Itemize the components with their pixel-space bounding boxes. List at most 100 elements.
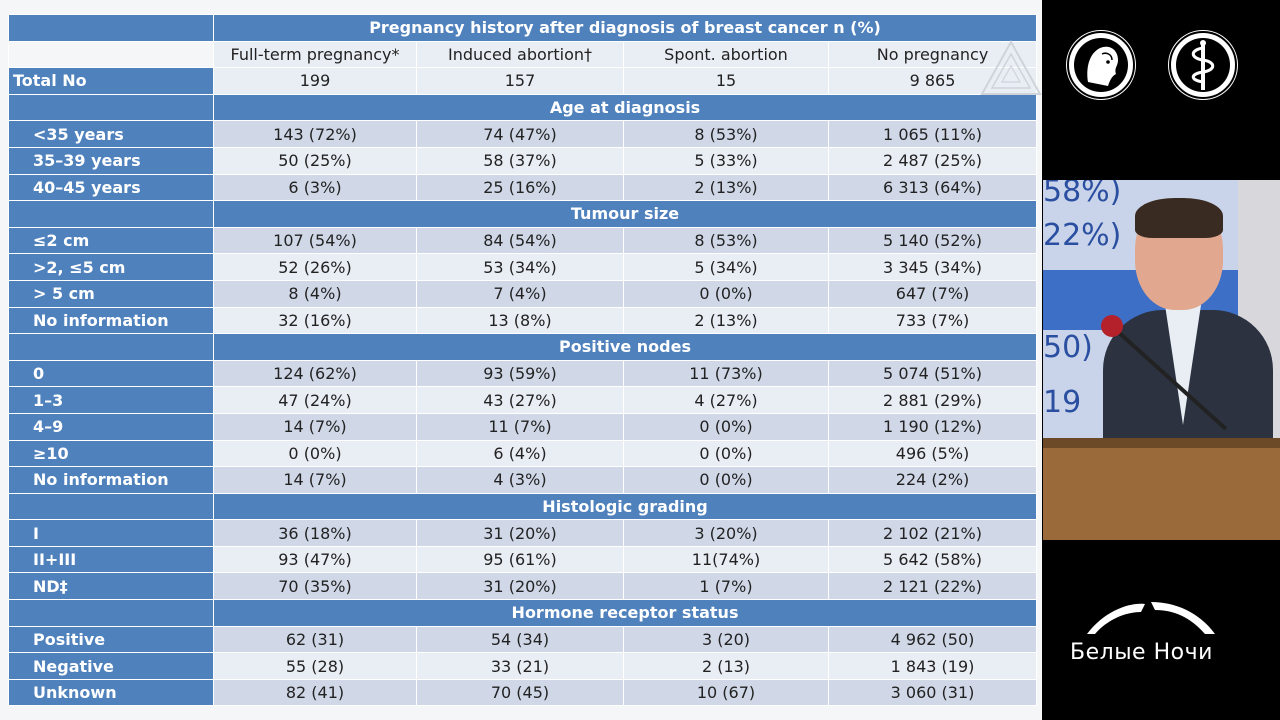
total-value: 157 — [416, 67, 624, 95]
table-cell: 496 (5%) — [827, 439, 1038, 468]
total-value: 199 — [213, 67, 417, 95]
table-cell: 5 140 (52%) — [827, 226, 1038, 255]
pregnancy-history-table: Pregnancy history after diagnosis of bre… — [8, 14, 1038, 707]
table-cell: 1 065 (11%) — [827, 120, 1038, 148]
table-cell: 2 121 (22%) — [827, 572, 1038, 601]
row-label: > 5 cm — [8, 279, 214, 308]
table-row: II+III 93 (47%) 95 (61%) 11(74%) 5 642 (58%) — [8, 545, 1038, 574]
column-header-full-term: Full-term pregnancy* — [213, 40, 417, 69]
table-cell: 6 313 (64%) — [827, 173, 1038, 202]
table-cell: 6 (3%) — [213, 173, 417, 202]
table-cell: 8 (4%) — [213, 279, 417, 308]
triangle-watermark-icon — [980, 40, 1042, 95]
lectern-top — [1043, 438, 1280, 448]
table-cell: 7 (4%) — [416, 279, 624, 308]
speaker-video-inset: 58%) 22%) 50) 19 — [1043, 180, 1280, 540]
total-row: Total No 199 157 15 9 865 — [8, 67, 1038, 95]
section-title: Positive nodes — [212, 333, 1038, 361]
table-cell: 4 (27%) — [623, 386, 829, 414]
row-label: 0 — [8, 359, 214, 388]
total-value: 15 — [623, 67, 829, 95]
column-header-induced-abortion: Induced abortion† — [416, 40, 624, 69]
table-cell: 0 (0%) — [213, 439, 417, 468]
row-label: ≥10 — [8, 439, 214, 468]
table-cell: 8 (53%) — [623, 226, 829, 255]
table-cell: 84 (54%) — [416, 226, 624, 255]
table-row: 40–45 years 6 (3%) 25 (16%) 2 (13%) 6 313 (6… — [8, 173, 1038, 202]
table-cell: 55 (28) — [213, 652, 417, 680]
table-cell: 5 (33%) — [623, 146, 829, 175]
table-cell: 5 074 (51%) — [827, 359, 1038, 388]
column-header-spont-abortion: Spont. abortion — [623, 40, 829, 69]
table-cell: 5 (34%) — [623, 253, 829, 281]
table-cell: 224 (2%) — [827, 466, 1038, 494]
row-label: <35 years — [8, 120, 214, 148]
table-cell: 3 345 (34%) — [827, 253, 1038, 281]
presentation-slide: Pregnancy history after diagnosis of bre… — [0, 0, 1042, 720]
table-cell: 11 (7%) — [416, 412, 624, 441]
row-label: 4–9 — [8, 412, 214, 441]
table-row: Unknown 82 (41) 70 (45) 10 (67) 3 060 (31) — [8, 678, 1038, 707]
table-cell: 54 (34) — [416, 625, 624, 654]
table-cell: 58 (37%) — [416, 146, 624, 175]
table-cell: 0 (0%) — [623, 412, 829, 441]
table-cell: 1 (7%) — [623, 572, 829, 601]
table-cell: 36 (18%) — [213, 519, 417, 547]
table-cell: 50 (25%) — [213, 146, 417, 175]
table-cell: 31 (20%) — [416, 572, 624, 601]
microphone-icon — [1101, 315, 1123, 337]
table-cell: 4 962 (50) — [827, 625, 1038, 654]
table-cell: 47 (24%) — [213, 386, 417, 414]
table-row: Positive 62 (31) 54 (34) 3 (20) 4 962 (50) — [8, 625, 1038, 654]
table-cell: 0 (0%) — [623, 439, 829, 468]
section-header-row: Histologic grading — [8, 492, 1038, 521]
portrait-medallion-icon — [1066, 30, 1136, 100]
table-cell: 33 (21) — [416, 652, 624, 680]
total-label: Total No — [8, 67, 214, 95]
section-empty-cell — [8, 200, 214, 228]
table-cell: 93 (59%) — [416, 359, 624, 388]
table-row: 4–9 14 (7%) 11 (7%) 0 (0%) 1 190 (12%) — [8, 412, 1038, 441]
row-label: No information — [8, 466, 214, 494]
section-header-row: Age at diagnosis — [8, 93, 1038, 122]
section-title: Histologic grading — [212, 492, 1038, 521]
screen-fragment: 22%) — [1043, 218, 1122, 253]
table-cell: 3 (20%) — [623, 519, 829, 547]
row-label: 40–45 years — [8, 173, 214, 202]
row-label: 35–39 years — [8, 146, 214, 175]
table-cell: 70 (45) — [416, 678, 624, 707]
table-row: ND‡ 70 (35%) 31 (20%) 1 (7%) 2 121 (22%) — [8, 572, 1038, 601]
row-label: ≤2 cm — [8, 226, 214, 255]
table-cell: 62 (31) — [213, 625, 417, 654]
white-nights-arc-icon — [1087, 602, 1215, 634]
table-cell: 74 (47%) — [416, 120, 624, 148]
section-title: Hormone receptor status — [212, 599, 1038, 627]
column-header-row: Full-term pregnancy* Induced abortion† S… — [8, 40, 1038, 69]
table-row: ≥10 0 (0%) 6 (4%) 0 (0%) 496 (5%) — [8, 439, 1038, 468]
row-label: I — [8, 519, 214, 547]
section-title: Age at diagnosis — [212, 93, 1038, 122]
table-cell: 2 881 (29%) — [827, 386, 1038, 414]
table-title-row: Pregnancy history after diagnosis of bre… — [8, 14, 1038, 42]
table-row: <35 years 143 (72%) 74 (47%) 8 (53%) 1 065 (… — [8, 120, 1038, 148]
row-label: Positive — [8, 625, 214, 654]
table-cell: 1 190 (12%) — [827, 412, 1038, 441]
header-empty-cell — [8, 40, 214, 69]
table-row: 35–39 years 50 (25%) 58 (37%) 5 (33%) 2 487 … — [8, 146, 1038, 175]
table-row: Negative 55 (28) 33 (21) 2 (13) 1 843 (19) — [8, 652, 1038, 680]
table-cell: 53 (34%) — [416, 253, 624, 281]
table-row: 0 124 (62%) 93 (59%) 11 (73%) 5 074 (51%) — [8, 359, 1038, 388]
table-cell: 95 (61%) — [416, 545, 624, 574]
table-row: I 36 (18%) 31 (20%) 3 (20%) 2 102 (21%) — [8, 519, 1038, 547]
table-cell: 3 (20) — [623, 625, 829, 654]
table-cell: 31 (20%) — [416, 519, 624, 547]
table-cell: 2 102 (21%) — [827, 519, 1038, 547]
table-cell: 4 (3%) — [416, 466, 624, 494]
row-label: No information — [8, 306, 214, 335]
table-cell: 3 060 (31) — [827, 678, 1038, 707]
table-cell: 82 (41) — [213, 678, 417, 707]
table-cell: 14 (7%) — [213, 412, 417, 441]
table-cell: 2 487 (25%) — [827, 146, 1038, 175]
speaker-hair — [1135, 198, 1223, 238]
table-cell: 11(74%) — [623, 545, 829, 574]
